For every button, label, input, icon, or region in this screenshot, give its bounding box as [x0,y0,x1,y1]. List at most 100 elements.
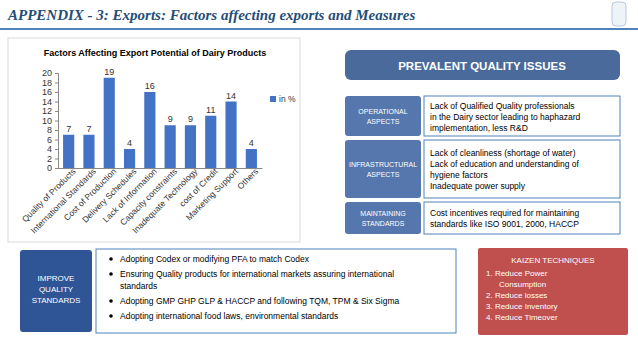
bullet-dot [109,272,113,276]
y-tick-mark [55,102,58,103]
x-tick-label: Marketing Support [184,166,241,223]
bar [246,149,257,168]
bar [185,125,196,168]
y-tick-mark [55,83,58,84]
data-label: 19 [104,67,114,77]
legend: in % [270,94,296,104]
y-tick: 2 [47,154,58,164]
issue-label-box [345,140,421,198]
y-tick-mark [55,159,58,160]
y-tick-mark [55,149,58,150]
y-tick: 20 [42,68,58,78]
header-rule [0,28,638,30]
y-tick-label: 14 [42,97,52,107]
bullet-dot [109,314,113,318]
issue-text: standards like ISO 9001, 2000, HACCP [430,219,579,229]
y-tick: 12 [42,106,58,116]
issue-text-box [424,140,620,198]
kaizen-title: KAIZEN TECHNIQUES [511,256,594,265]
legend-label: in % [279,94,296,104]
y-tick-label: 8 [47,125,52,135]
y-tick: 14 [42,97,58,107]
data-label: 7 [86,124,91,134]
kaizen-item: 1. Reduce Power [486,269,548,278]
bar [205,116,216,168]
y-tick-label: 10 [42,116,52,126]
bottle-icon [612,2,626,26]
issue-label: MAINTAINING [360,210,405,217]
x-axis: Quality of ProductsInternational Standar… [20,166,263,236]
kaizen-box [478,248,628,335]
y-tick-mark [55,92,58,93]
bullet-text: Adopting GMP GHP GLP & HACCP and followi… [120,296,399,306]
y-tick: 0 [47,163,58,173]
chart-frame [8,38,300,242]
bullet-text: Adopting international food laws, enviro… [120,311,338,321]
improve-label-box [20,250,92,332]
issue-text-box [424,202,620,234]
y-tick-label: 2 [47,154,52,164]
bar [225,102,236,169]
page-title: APPENDIX - 3: Exports: Factors affecting… [7,7,415,23]
y-tick-label: 6 [47,135,52,145]
data-label: 16 [145,81,155,91]
issues-banner [345,50,620,80]
data-label: 14 [226,91,236,101]
bar [83,135,94,168]
issue-text: Cost incentives required for maintaining [430,208,580,218]
kaizen-item: 2. Reduce losses [486,291,547,300]
y-tick-label: 0 [47,163,52,173]
legend-swatch [270,96,276,102]
issue-label: OPERATIONAL [358,108,407,115]
issue-text: hygiene factors [430,170,488,180]
issue-label: ASPECTS [367,171,400,178]
y-axis-line [55,74,59,169]
data-label: 4 [249,138,254,148]
issue-text: implementation, less R&D [430,123,528,133]
data-labels: 77194169911144 [66,67,254,148]
issues-title: PREVALENT QUALITY ISSUES [398,60,566,72]
y-tick-mark [55,111,58,112]
y-tick: 6 [47,135,58,145]
y-tick: 16 [42,87,58,97]
y-tick-mark [55,73,58,74]
kaizen-item: 3. Reduce Inventory [486,302,558,311]
bullet-dot [109,257,113,261]
improve-label: QUALITY [39,285,74,294]
data-label: 4 [127,138,132,148]
y-axis: 02468101214161820 [42,68,59,173]
bars [63,78,257,168]
y-tick: 8 [47,125,58,135]
issue-text: Lack of education and understanding of [430,159,580,169]
issue-label: INFRASTRUCTURAL [349,161,417,168]
issue-label: ASPECTS [367,118,400,125]
bar [124,149,135,168]
bullet-text: Ensuring Quality products for internatio… [120,269,394,279]
issue-text: Lack of cleanliness (shortage of water) [430,148,576,158]
data-label: 7 [66,124,71,134]
improve-label: STANDARDS [32,296,81,305]
kaizen-item: 4. Reduce Timeover [486,313,558,322]
kaizen-item: Consumption [499,280,546,289]
y-tick-label: 18 [42,78,52,88]
y-tick: 4 [47,144,58,154]
x-tick: Marketing Support [184,166,241,223]
issue-text: Lack of Qualified Quality professionals [430,101,575,111]
y-tick-mark [55,140,58,141]
bullet-text: standards [120,281,157,291]
issue-text: Inadequate power supply [430,181,526,191]
issue-label-box [345,202,421,234]
y-tick-label: 20 [42,68,52,78]
issue-label-box [345,96,421,136]
bar [63,135,74,168]
bar [144,92,155,168]
chart-title: Factors Affecting Export Potential of Da… [44,48,267,58]
x-tick-label: Others [235,166,260,191]
y-tick-label: 12 [42,106,52,116]
data-label: 9 [188,114,193,124]
slide: APPENDIX - 3: Exports: Factors affecting… [0,0,638,359]
issue-text: in the Dairy sector leading to haphazard [430,112,581,122]
bar [104,78,115,168]
y-tick: 10 [42,116,58,126]
bullet-text: Adopting Codex or modifying PFA to match… [120,254,310,264]
